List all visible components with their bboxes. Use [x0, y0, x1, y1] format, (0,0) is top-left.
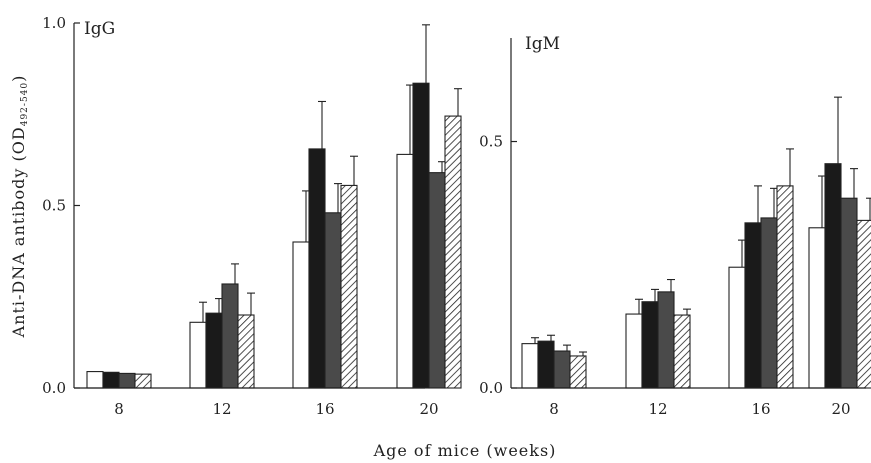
bar-gray-20 [840, 197, 858, 389]
x-axis-title: Age of mice (weeks) [373, 441, 557, 460]
bar-white-20 [808, 227, 826, 389]
bar-black-20 [412, 82, 430, 389]
bar-gray-12 [657, 291, 675, 389]
bar-black-16 [308, 148, 326, 389]
bar-black-12 [205, 312, 223, 389]
y-axis-title-main: Anti-DNA antibody (OD [9, 126, 28, 338]
x-tick-label: 8 [549, 400, 559, 418]
bar-white-16 [728, 266, 746, 389]
bar-white-12 [189, 321, 207, 389]
x-tick-label: 20 [831, 400, 850, 418]
bar-white-8 [86, 371, 104, 389]
x-axis-igg: 8 12 16 20 [74, 387, 439, 418]
y-tick-label: 1.0 [42, 14, 66, 32]
bar-black-12 [641, 301, 659, 389]
bar-black-8 [102, 371, 120, 389]
bar-hatched-12 [673, 314, 691, 389]
bars-igg [86, 24, 462, 389]
y-tick-label: 0.0 [479, 379, 503, 397]
bar-hatched-12 [237, 314, 255, 389]
panel-label-igm: IgM [525, 34, 560, 54]
bars-igm [521, 96, 871, 389]
y-axis-igm: 0.0 0.5 [479, 38, 517, 397]
bar-white-12 [625, 313, 643, 389]
y-axis-title-close: ) [9, 75, 28, 82]
x-tick-label: 12 [212, 400, 231, 418]
bar-hatched-20 [856, 219, 871, 389]
y-axis-igg: 0.0 0.5 1.0 [42, 14, 80, 397]
bar-black-20 [824, 163, 842, 389]
x-axis-igm: 8 12 16 20 [511, 387, 866, 418]
bar-gray-16 [760, 217, 778, 389]
bar-hatched-8 [134, 373, 152, 389]
x-tick-label: 16 [315, 400, 334, 418]
bar-gray-16 [324, 212, 342, 389]
bar-hatched-20 [444, 115, 462, 389]
bar-hatched-16 [340, 184, 358, 389]
igm-panel: IgM 0.0 0.5 8 12 16 20 [479, 34, 871, 418]
x-tick-label: 8 [114, 400, 124, 418]
bar-hatched-8 [569, 355, 587, 389]
igg-panel: IgG 0.0 0.5 1.0 8 12 16 20 [42, 14, 462, 418]
bar-gray-20 [428, 172, 446, 389]
bar-white-16 [292, 241, 310, 389]
x-tick-label: 20 [419, 400, 438, 418]
y-tick-label: 0.5 [42, 197, 66, 215]
y-axis-title-subscript: 492-540 [20, 82, 30, 126]
y-tick-label: 0.5 [479, 133, 503, 151]
y-tick-label: 0.0 [42, 379, 66, 397]
panel-label-igg: IgG [84, 19, 115, 39]
bar-black-8 [537, 340, 555, 389]
bar-white-20 [396, 153, 414, 389]
x-tick-label: 16 [751, 400, 770, 418]
bar-gray-8 [118, 372, 136, 389]
bar-gray-12 [221, 283, 239, 389]
bar-black-16 [744, 222, 762, 389]
y-axis-title: Anti-DNA antibody (OD492-540) [9, 75, 30, 339]
bar-hatched-16 [776, 185, 794, 389]
bar-gray-8 [553, 350, 571, 389]
bar-white-8 [521, 343, 539, 389]
x-tick-label: 12 [648, 400, 667, 418]
